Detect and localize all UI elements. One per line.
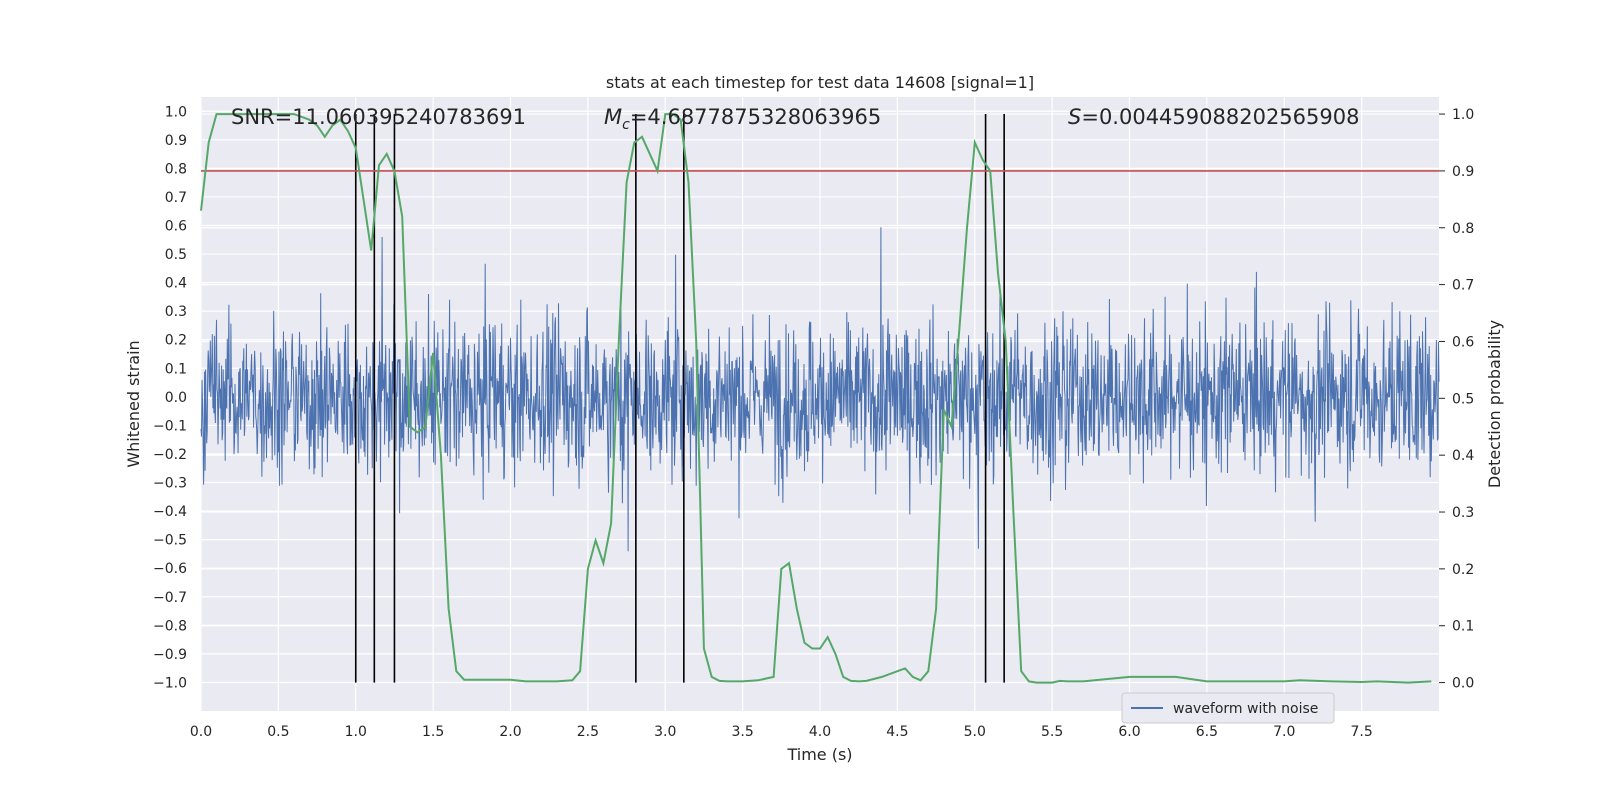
x-tick-label: 7.5 [1350,724,1372,740]
y-left-tick-label: −0.6 [153,561,187,577]
y-left-axis-ticks: 1.0 0.9 0.8 0.7 0.6 0.5 0.4 0.3 0.2 0.1 0.0 −0.1 −0.… [153,104,187,691]
x-tick-label: 4.5 [886,724,908,740]
x-tick-label: 0.5 [267,724,289,740]
y-left-tick-label: −0.9 [153,647,187,663]
x-tick-label: 1.0 [345,724,367,740]
y-right-tick-label: 0.6 [1452,334,1474,350]
x-tick-label: 3.5 [731,724,753,740]
y-left-tick-label: 0.8 [165,161,187,177]
y-right-tick-label: 1.0 [1452,107,1474,123]
x-tick-label: 7.0 [1273,724,1295,740]
y-left-tick-label: 0.3 [165,304,187,320]
x-tick-label: 5.0 [964,724,986,740]
x-tick-label: 6.0 [1118,724,1140,740]
y-right-tick-label: 0.9 [1452,164,1474,180]
chart-title: stats at each timestep for test data 146… [606,73,1034,92]
y-left-tick-label: −0.3 [153,476,187,492]
y-left-tick-label: 0.6 [165,219,187,235]
waveform-line [200,227,1440,552]
legend-label: waveform with noise [1173,701,1318,717]
waveform-series [200,227,1440,552]
y-right-axis-ticks: 1.0 0.9 0.8 0.7 0.6 0.5 0.4 0.3 0.2 0.1 0.0 [1439,107,1474,692]
y-left-tick-label: 0.4 [165,276,187,292]
y-right-tick-label: 0.2 [1452,562,1474,578]
y-right-tick-label: 0.7 [1452,278,1474,294]
y-right-tick-label: 0.8 [1452,221,1474,237]
y-left-tick-label: −0.5 [153,533,187,549]
spin-annotation: S=0.004459088202565908 [1068,105,1359,129]
y-left-tick-label: −0.8 [153,618,187,634]
probability-line [200,113,1432,684]
x-tick-label: 2.5 [577,724,599,740]
x-tick-label: 3.0 [654,724,676,740]
y-left-tick-label: 1.0 [165,104,187,120]
y-left-tick-label: −0.7 [153,590,187,606]
s-value: =0.004459088202565908 [1081,105,1359,129]
y-left-tick-label: −0.4 [153,504,187,520]
y-right-tick-label: 0.3 [1452,505,1474,521]
y-left-tick-label: −1.0 [153,675,187,691]
event-lines [354,114,1005,683]
x-tick-label: 0.0 [190,724,212,740]
y-left-tick-label: 0.7 [165,190,187,206]
y-left-tick-label: 0.1 [165,361,187,377]
legend: waveform with noise [1121,692,1335,724]
y-left-tick-label: 0.0 [165,390,187,406]
snr-annotation: SNR=11.060395240783691 [231,105,526,129]
s-symbol: S [1068,105,1081,129]
y-right-tick-label: 0.0 [1452,676,1474,692]
y-right-tick-label: 0.4 [1452,448,1474,464]
probability-series [200,113,1432,684]
y-left-tick-label: −0.1 [153,418,187,434]
y-left-tick-label: 0.9 [165,133,187,149]
x-axis-label: Time (s) [786,745,852,764]
y-left-axis-label: Whitened strain [124,340,143,467]
mc-value: =4.6877875328063965 [630,105,881,129]
x-tick-label: 6.5 [1196,724,1218,740]
x-axis-ticks: 0.0 0.5 1.0 1.5 2.0 2.5 3.0 3.5 4.0 4.5 5.0 5.5 6.0 6… [190,724,1373,740]
x-tick-label: 4.0 [809,724,831,740]
chirp-mass-annotation: Mc=4.6877875328063965 [604,105,881,133]
y-right-tick-label: 0.5 [1452,391,1474,407]
y-left-tick-label: −0.2 [153,447,187,463]
mc-subscript: c [622,117,630,133]
y-left-tick-label: 0.5 [165,247,187,263]
y-right-axis-label: Detection probability [1485,320,1504,488]
legend-box [1121,692,1335,724]
x-tick-label: 1.5 [422,724,444,740]
mc-symbol: M [604,105,622,129]
y-left-tick-label: 0.2 [165,333,187,349]
x-tick-label: 5.5 [1041,724,1063,740]
x-tick-label: 2.0 [499,724,521,740]
y-right-tick-label: 0.1 [1452,619,1474,635]
